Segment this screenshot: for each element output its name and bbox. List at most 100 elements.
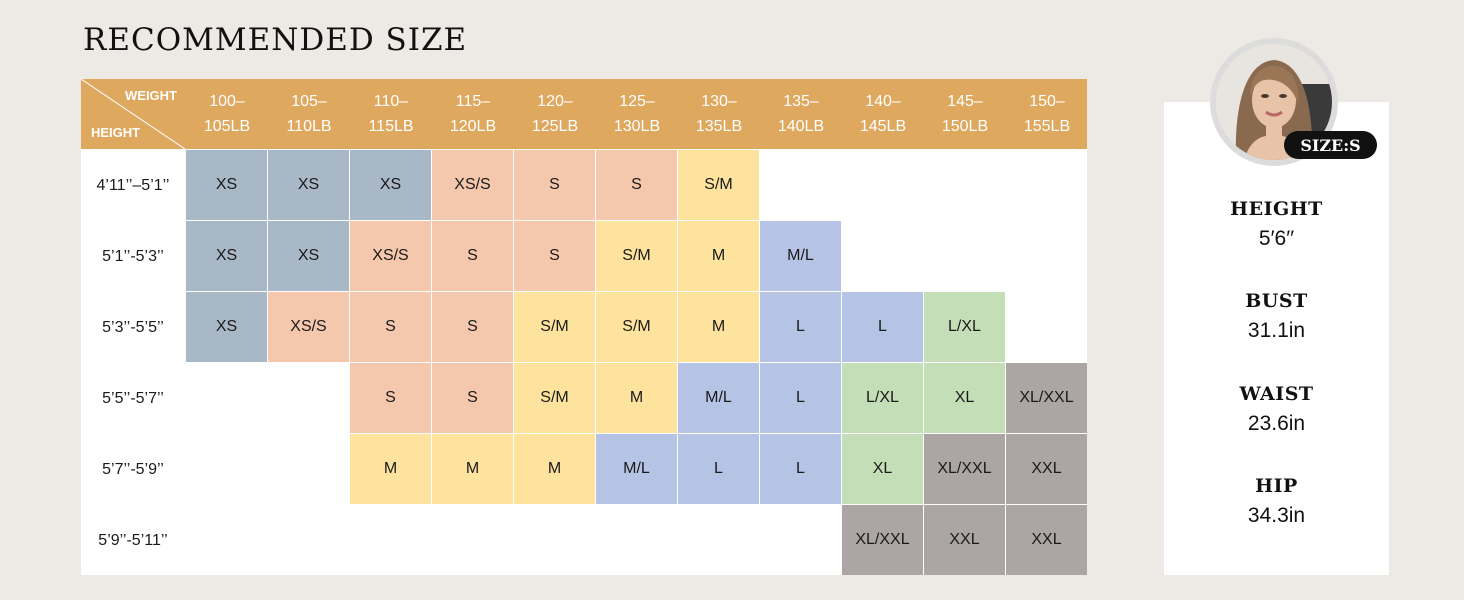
weight-header-line: 125– [619, 93, 655, 110]
weight-header-4: 120– 125LB [514, 79, 596, 149]
size-cell: S [514, 150, 595, 220]
weight-header-line: 135– [783, 93, 819, 110]
weight-header-8: 140– 145LB [842, 79, 924, 149]
measure-waist-label: WAIST [1239, 383, 1314, 405]
weight-header-0: 100– 105LB [186, 79, 268, 149]
size-cell: M [678, 292, 759, 362]
weight-header-line: 150LB [941, 118, 989, 135]
size-cell: M [678, 221, 759, 291]
size-cell: XS [186, 221, 267, 291]
size-cell: M [432, 434, 513, 504]
size-cell: L/XL [842, 363, 923, 433]
height-label-2: 5’3’’-5’5’’ [102, 318, 164, 336]
size-cell: XS [350, 150, 431, 220]
size-cell: XXL [1006, 505, 1087, 575]
size-cell: L [678, 434, 759, 504]
size-cell: XXL [1006, 434, 1087, 504]
weight-header-line: 115LB [368, 118, 414, 135]
size-cell: M/L [596, 434, 677, 504]
weight-header-line: 140LB [777, 118, 825, 135]
size-cell: XL [842, 434, 923, 504]
size-cell: XL/XXL [1006, 363, 1087, 433]
measure-hip-label: HIP [1255, 475, 1298, 497]
size-cell: M [350, 434, 431, 504]
size-cell: XS/S [268, 292, 349, 362]
height-label-0: 4’11’’–5’1’’ [96, 176, 170, 194]
corner-diagonal [81, 79, 185, 149]
weight-header-line: 105– [291, 93, 327, 110]
corner-weight-label: WEIGHT [125, 88, 177, 103]
weight-header-row [81, 79, 1087, 149]
size-cell: S [432, 221, 513, 291]
size-cell: S/M [514, 292, 595, 362]
weight-header-line: 125LB [531, 118, 579, 135]
weight-header-5: 125– 130LB [596, 79, 678, 149]
weight-header-7: 135– 140LB [760, 79, 842, 149]
size-cell: L [760, 434, 841, 504]
size-cell: L [842, 292, 923, 362]
size-cell: S/M [596, 221, 677, 291]
corner-header: WEIGHT HEIGHT [81, 79, 185, 149]
size-cell: S/M [514, 363, 595, 433]
measure-height-value: 5′6′′ [1258, 227, 1295, 250]
measure-waist-value: 23.6in [1247, 412, 1306, 435]
weight-header-line: 120LB [449, 118, 497, 135]
size-cell: L [760, 292, 841, 362]
size-cell: XL/XXL [842, 505, 923, 575]
size-cell: M/L [678, 363, 759, 433]
weight-header-line: 115– [455, 93, 491, 110]
weight-header-line: 130– [701, 93, 737, 110]
size-cell: XL [924, 363, 1005, 433]
size-cell: M [596, 363, 677, 433]
weight-header-6: 130– 135LB [678, 79, 760, 149]
size-cell: S [432, 363, 513, 433]
weight-header-line: 110LB [286, 118, 332, 135]
size-cell: S [596, 150, 677, 220]
size-chart: WEIGHT HEIGHT 100– 105LB 105– 110LB 110– 115L… [81, 79, 1087, 575]
measure-bust-label: BUST [1245, 290, 1308, 312]
size-cell: S/M [596, 292, 677, 362]
size-cell: XS [268, 150, 349, 220]
size-cell: XL/XXL [924, 434, 1005, 504]
weight-header-line: 135LB [695, 118, 743, 135]
weight-header-2: 110– 115LB [350, 79, 432, 149]
size-cell: XS [186, 150, 267, 220]
size-cell: XXL [924, 505, 1005, 575]
weight-header-line: 105LB [203, 118, 251, 135]
height-label-5: 5’9’’-5’11’’ [98, 531, 168, 549]
weight-header-line: 100– [209, 93, 245, 110]
size-badge: SIZE:S [1284, 131, 1377, 159]
size-cell: XS [186, 292, 267, 362]
measure-hip-value: 34.3in [1247, 504, 1306, 527]
weight-header-9: 145– 150LB [924, 79, 1006, 149]
height-label-4: 5’7’’-5’9’’ [102, 460, 164, 478]
size-cell: S [432, 292, 513, 362]
page-title: RECOMMENDED SIZE [83, 22, 468, 58]
height-label-3: 5’5’’-5’7’’ [102, 389, 164, 407]
weight-header-line: 155LB [1023, 118, 1071, 135]
weight-header-10: 150– 155LB [1006, 79, 1088, 149]
size-cell: L [760, 363, 841, 433]
size-cell: S/M [678, 150, 759, 220]
measure-bust-value: 31.1in [1247, 319, 1306, 342]
size-cell: XS [268, 221, 349, 291]
size-cell: M/L [760, 221, 841, 291]
weight-header-line: 120– [537, 93, 573, 110]
weight-header-line: 145– [947, 93, 983, 110]
weight-header-line: 110– [373, 93, 409, 110]
size-cell: S [350, 363, 431, 433]
weight-header-3: 115– 120LB [432, 79, 514, 149]
weight-header-line: 145LB [859, 118, 907, 135]
size-cell: XS/S [432, 150, 513, 220]
size-cell: S [350, 292, 431, 362]
weight-header-line: 150– [1029, 93, 1065, 110]
weight-header-line: 140– [865, 93, 901, 110]
size-cell: XS/S [350, 221, 431, 291]
model-card [1164, 102, 1389, 575]
weight-header-line: 130LB [613, 118, 661, 135]
size-cell: M [514, 434, 595, 504]
corner-height-label: HEIGHT [91, 125, 141, 140]
weight-header-1: 105– 110LB [268, 79, 350, 149]
measure-height-label: HEIGHT [1230, 198, 1323, 220]
size-cell: L/XL [924, 292, 1005, 362]
